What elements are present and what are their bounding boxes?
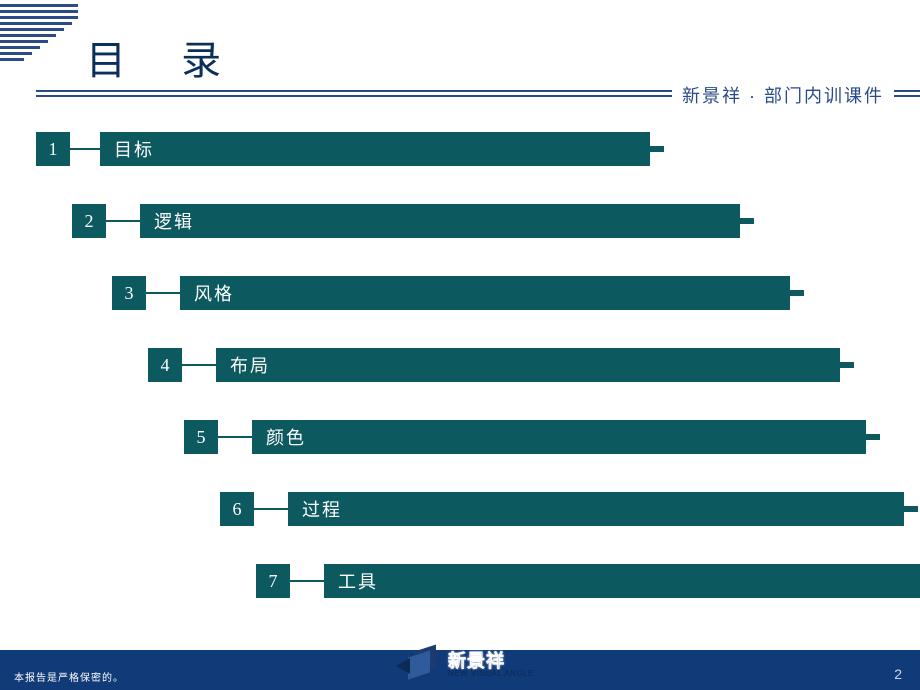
toc-bar-cap [790,290,804,296]
toc-number: 2 [72,204,106,238]
toc-item: 5 颜色 [0,414,920,460]
toc-item: 6 过程 [0,486,920,532]
toc-connector [70,148,100,150]
logo-mark-icon [400,644,442,686]
toc-bar-cap [866,434,880,440]
toc-bar: 颜色 [252,420,866,454]
toc-list: 1 目标 2 逻辑 3 风格 4 布局 5 颜色 6 过程 7 工具 [0,126,920,630]
toc-bar-cap [740,218,754,224]
toc-connector [254,508,288,510]
slide: 目 录 新景祥 · 部门内训课件 1 目标 2 逻辑 3 风格 4 布局 5 颜色 6 过程 7 工具 本… [0,0,920,690]
toc-bar-cap [904,506,918,512]
toc-item: 7 工具 [0,558,920,604]
page-title: 目 录 [86,28,243,86]
toc-bar-cap [650,146,664,152]
toc-item: 2 逻辑 [0,198,920,244]
toc-bar: 逻辑 [140,204,740,238]
toc-connector [146,292,180,294]
toc-bar: 目标 [100,132,650,166]
toc-item: 3 风格 [0,270,920,316]
page-number: 2 [894,666,902,682]
toc-number: 3 [112,276,146,310]
toc-number: 6 [220,492,254,526]
logo-text-cn: 新景祥 [448,652,534,670]
subtitle: 新景祥 · 部门内训课件 [682,82,884,108]
subtitle-wrap: 新景祥 · 部门内训课件 [672,84,894,106]
toc-number: 7 [256,564,290,598]
toc-item: 1 目标 [0,126,920,172]
toc-bar: 过程 [288,492,904,526]
confidential-note: 本报告是严格保密的。 [14,669,124,684]
toc-bar: 风格 [180,276,790,310]
toc-bar: 工具 [324,564,920,598]
corner-decoration [0,0,78,68]
toc-connector [182,364,216,366]
toc-connector [218,436,252,438]
toc-number: 5 [184,420,218,454]
toc-number: 1 [36,132,70,166]
brand-logo: 新景祥 NEW VISUAL ANGLE [400,642,580,688]
toc-item: 4 布局 [0,342,920,388]
toc-number: 4 [148,348,182,382]
logo-text-en: NEW VISUAL ANGLE [448,670,534,678]
header-rule-right [896,90,920,97]
toc-bar-cap [840,362,854,368]
toc-bar: 布局 [216,348,840,382]
toc-connector [106,220,140,222]
toc-connector [290,580,324,582]
